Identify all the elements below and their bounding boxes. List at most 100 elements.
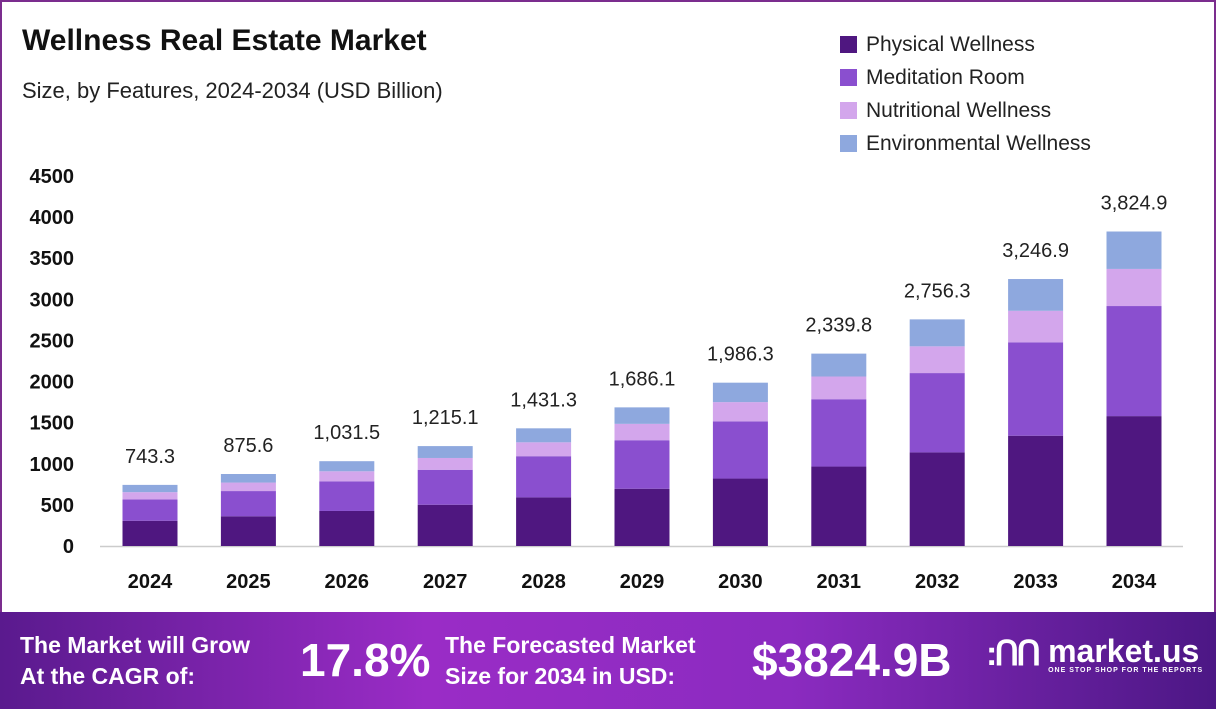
bar-segment-meditation-room bbox=[712, 421, 768, 479]
legend-item-environmental-wellness: Environmental Wellness bbox=[840, 127, 1091, 160]
bar-segment-environmental-wellness bbox=[614, 407, 670, 424]
bar-segment-environmental-wellness bbox=[417, 446, 473, 458]
legend-label: Meditation Room bbox=[866, 65, 1025, 89]
total-data-label: 743.3 bbox=[125, 446, 175, 468]
bar-segment-meditation-room bbox=[220, 491, 276, 517]
total-data-label: 3,824.9 bbox=[1101, 193, 1168, 215]
cagr-label: The Market will Grow At the CAGR of: bbox=[20, 630, 250, 692]
y-tick-label: 4000 bbox=[30, 207, 75, 229]
bar-segment-physical-wellness bbox=[909, 452, 965, 546]
bar-segment-physical-wellness bbox=[319, 510, 375, 546]
x-tick-label: 2030 bbox=[718, 571, 763, 593]
bar-segment-meditation-room bbox=[122, 499, 178, 521]
bar-segment-nutritional-wellness bbox=[516, 442, 572, 457]
bar-segment-physical-wellness bbox=[1106, 416, 1162, 546]
bar-segment-environmental-wellness bbox=[811, 353, 867, 377]
bar-segment-physical-wellness bbox=[712, 478, 768, 546]
total-data-label: 2,756.3 bbox=[904, 280, 971, 302]
total-data-label: 1,031.5 bbox=[313, 422, 380, 444]
stacked-bar-chart: 0 500 1000 1500 2000 2500 3000 3500 4000 4500 743.… bbox=[30, 166, 1183, 593]
total-data-label: 1,215.1 bbox=[412, 407, 479, 429]
market-us-logo: :ՈՈ market.us ONE STOP SHOP FOR THE REPOR… bbox=[986, 634, 1203, 674]
chart-subtitle: Size, by Features, 2024-2034 (USD Billio… bbox=[22, 78, 443, 103]
bar-segment-meditation-room bbox=[1106, 306, 1162, 417]
x-tick-label: 2028 bbox=[521, 571, 566, 593]
bar-segment-nutritional-wellness bbox=[712, 402, 768, 422]
total-data-label: 1,686.1 bbox=[609, 368, 676, 390]
bar-segment-physical-wellness bbox=[122, 520, 178, 546]
bar-segment-meditation-room bbox=[1008, 342, 1064, 436]
x-tick-label: 2031 bbox=[817, 571, 862, 593]
bar-segment-environmental-wellness bbox=[1106, 231, 1162, 269]
total-data-label: 3,246.9 bbox=[1002, 240, 1069, 262]
x-tick-label: 2024 bbox=[128, 571, 173, 593]
bar-segment-meditation-room bbox=[909, 373, 965, 453]
bar-segment-nutritional-wellness bbox=[417, 457, 473, 470]
bar-segment-physical-wellness bbox=[811, 466, 867, 546]
y-tick-label: 0 bbox=[63, 536, 74, 558]
bar-segment-physical-wellness bbox=[614, 488, 670, 546]
legend-label: Physical Wellness bbox=[866, 32, 1035, 56]
forecast-value: $3824.9B bbox=[752, 634, 952, 686]
y-tick-label: 4500 bbox=[30, 166, 75, 188]
bar-segment-nutritional-wellness bbox=[122, 492, 178, 500]
x-tick-label: 2027 bbox=[423, 571, 468, 593]
logo-name: market.us bbox=[1048, 632, 1200, 669]
bar-segment-physical-wellness bbox=[417, 504, 473, 546]
x-tick-label: 2029 bbox=[620, 571, 665, 593]
forecast-label: The Forecasted Market Size for 2034 in US… bbox=[445, 630, 696, 692]
bar-segment-nutritional-wellness bbox=[811, 376, 867, 400]
cagr-value: 17.8% bbox=[300, 634, 431, 686]
legend-item-meditation-room: Meditation Room bbox=[840, 61, 1091, 94]
forecast-label-line-1: The Forecasted Market bbox=[445, 632, 696, 658]
legend-label: Environmental Wellness bbox=[866, 131, 1091, 155]
y-tick-label: 1500 bbox=[30, 413, 75, 435]
cagr-label-line-2: At the CAGR of: bbox=[20, 663, 196, 689]
bar-segment-meditation-room bbox=[417, 469, 473, 505]
bar-segment-meditation-room bbox=[614, 440, 670, 489]
bar-segment-meditation-room bbox=[811, 399, 867, 467]
legend-swatch bbox=[840, 102, 857, 119]
bar-segment-nutritional-wellness bbox=[1106, 268, 1162, 307]
bar-segment-environmental-wellness bbox=[909, 319, 965, 347]
legend-swatch bbox=[840, 135, 857, 152]
bar-segment-nutritional-wellness bbox=[909, 346, 965, 374]
bar-segment-nutritional-wellness bbox=[614, 423, 670, 441]
legend-swatch bbox=[840, 69, 857, 86]
cagr-label-line-1: The Market will Grow bbox=[20, 632, 251, 658]
y-tick-label: 2500 bbox=[30, 330, 75, 352]
total-data-label: 875.6 bbox=[223, 435, 273, 457]
bar-segment-physical-wellness bbox=[1008, 435, 1064, 546]
bar-segment-nutritional-wellness bbox=[220, 482, 276, 492]
chart-title: Wellness Real Estate Market bbox=[22, 24, 427, 57]
bar-segment-environmental-wellness bbox=[1008, 279, 1064, 311]
bar-segment-environmental-wellness bbox=[220, 474, 276, 483]
bar-segment-environmental-wellness bbox=[516, 428, 572, 443]
bar-segment-physical-wellness bbox=[220, 516, 276, 546]
x-tick-label: 2025 bbox=[226, 571, 271, 593]
logo-tagline: ONE STOP SHOP FOR THE REPORTS bbox=[1048, 666, 1204, 674]
legend-item-nutritional-wellness: Nutritional Wellness bbox=[840, 94, 1091, 127]
bar-segment-nutritional-wellness bbox=[319, 471, 375, 482]
forecast-label-line-2: Size for 2034 in USD: bbox=[445, 663, 676, 689]
bar-segment-meditation-room bbox=[319, 481, 375, 511]
x-tick-label: 2026 bbox=[325, 571, 370, 593]
y-tick-label: 3500 bbox=[30, 248, 75, 270]
y-tick-label: 500 bbox=[41, 495, 74, 517]
x-tick-label: 2033 bbox=[1013, 571, 1058, 593]
bar-segment-nutritional-wellness bbox=[1008, 310, 1064, 343]
y-tick-label: 2000 bbox=[30, 372, 75, 394]
legend-label: Nutritional Wellness bbox=[866, 98, 1052, 122]
y-tick-label: 1000 bbox=[30, 454, 75, 476]
legend-item-physical-wellness: Physical Wellness bbox=[840, 28, 1091, 61]
x-tick-label: 2034 bbox=[1112, 571, 1157, 593]
bar-segment-meditation-room bbox=[516, 456, 572, 498]
total-data-label: 1,431.3 bbox=[510, 389, 577, 411]
footer-banner: The Market will Grow At the CAGR of: 17.8… bbox=[0, 612, 1216, 709]
x-tick-label: 2032 bbox=[915, 571, 960, 593]
bar-segment-environmental-wellness bbox=[712, 382, 768, 403]
legend: Physical Wellness Meditation Room Nutrit… bbox=[840, 28, 1091, 160]
bar-segment-environmental-wellness bbox=[319, 461, 375, 472]
legend-swatch bbox=[840, 36, 857, 53]
logo-mark-icon: :ՈՈ bbox=[986, 635, 1041, 673]
